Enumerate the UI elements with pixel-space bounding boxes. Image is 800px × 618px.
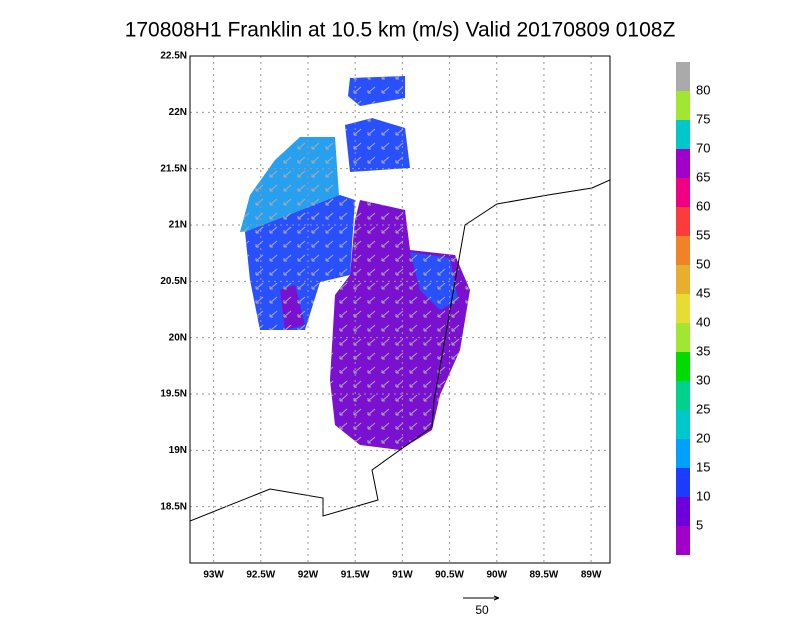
colorbar-swatch [676,381,690,410]
colorbar-swatch [676,236,690,265]
colorbar-label: 45 [696,285,710,300]
coastline [190,179,610,522]
y-tick-label: 19N [169,445,187,456]
colorbar-label: 50 [696,256,710,271]
y-tick-label: 21N [169,220,187,231]
colorbar-label: 60 [696,198,710,213]
reference-vector: 50 [463,595,500,617]
colorbar-label: 40 [696,314,710,329]
colorbar-label: 70 [696,140,710,155]
x-tick-label: 90.5W [435,570,464,581]
colorbar-swatch [676,265,690,294]
colorbar-swatch [676,62,690,91]
x-tick-label: 90W [486,570,507,581]
colorbar-label: 80 [696,82,710,97]
colorbar-label: 5 [696,517,703,532]
colorbar-swatch [676,497,690,526]
colorbar-swatch [676,468,690,497]
y-tick-label: 19.5N [160,389,187,400]
x-tick-label: 91W [392,570,413,581]
colorbar-label: 75 [696,111,710,126]
y-tick-label: 21.5N [160,163,187,174]
colorbar-label: 55 [696,227,710,242]
colorbar-swatch [676,149,690,178]
reference-vector-label: 50 [475,603,489,617]
colorbar-label: 25 [696,401,710,416]
y-tick-label: 22.5N [160,51,187,62]
colorbar-label: 10 [696,488,710,503]
x-tick-label: 91.5W [341,570,370,581]
colorbar-swatch [676,178,690,207]
y-tick-label: 20.5N [160,276,187,287]
y-tick-label: 18.5N [160,501,187,512]
colorbar-swatch [676,323,690,352]
wind-vectors [240,76,470,450]
colorbar-label: 65 [696,169,710,184]
x-tick-label: 92W [298,570,319,581]
x-tick-label: 93W [203,570,224,581]
colorbar-label: 30 [696,372,710,387]
colorbar-swatch [676,207,690,236]
y-tick-label: 20N [169,332,187,343]
x-tick-label: 92.5W [246,570,275,581]
colorbar-swatch [676,439,690,468]
colorbar-swatch [676,294,690,323]
colorbar-label: 20 [696,430,710,445]
wind-field [240,76,470,450]
colorbar-swatch [676,410,690,439]
colorbar-swatch [676,352,690,381]
colorbar-swatch [676,91,690,120]
x-tick-label: 89W [581,570,602,581]
map-frame [189,55,611,564]
y-tick-label: 22N [169,107,187,118]
colorbar-label: 35 [696,343,710,358]
colorbar-swatch [676,120,690,149]
x-tick-label: 89.5W [529,570,558,581]
colorbar-label: 15 [696,459,710,474]
colorbar-swatch [676,526,690,555]
title: 170808H1 Franklin at 10.5 km (m/s) Valid… [125,19,676,42]
